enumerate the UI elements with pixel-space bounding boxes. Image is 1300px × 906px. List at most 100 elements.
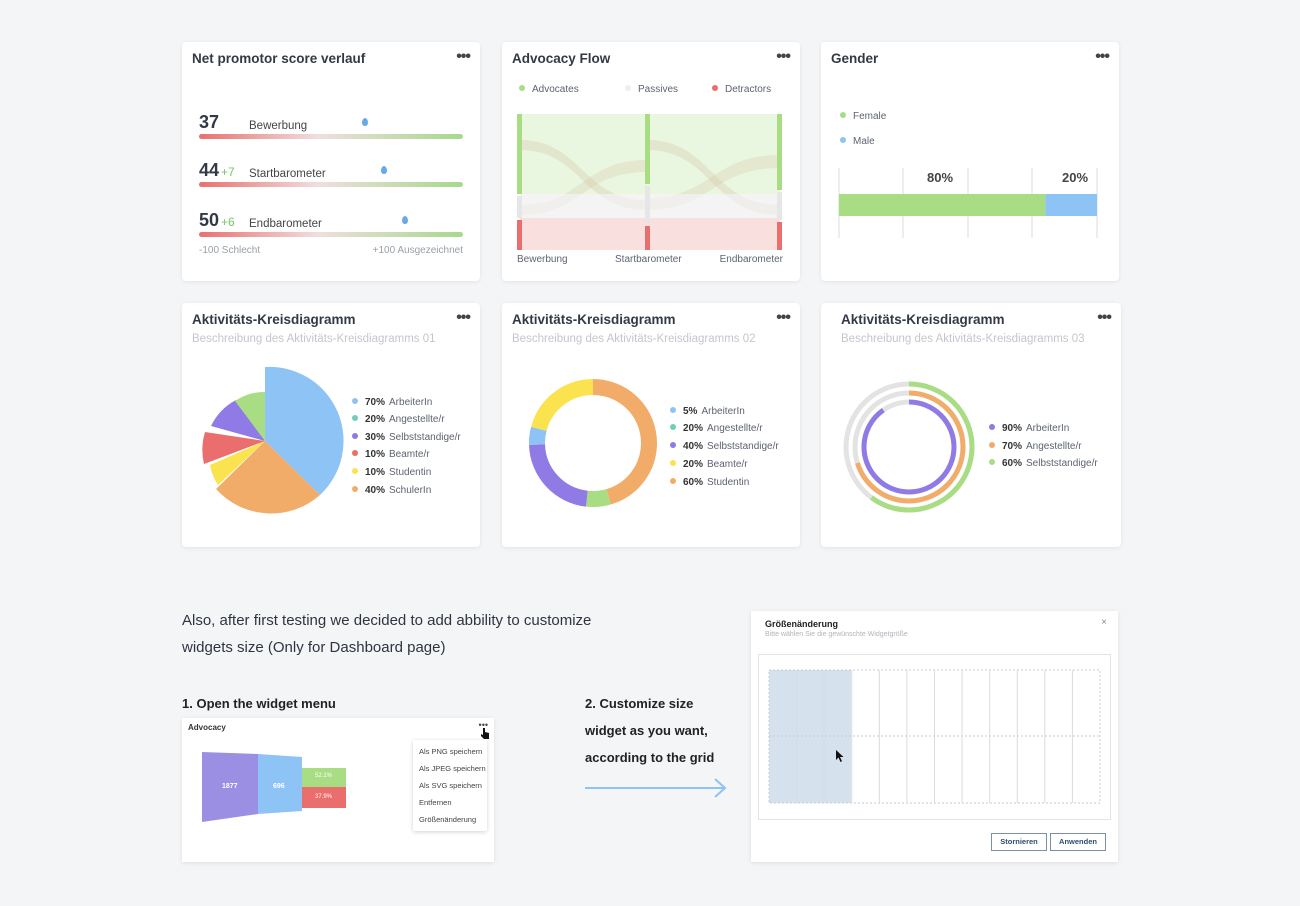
pie-widget-03: Aktivitäts-Kreisdiagramm Beschreibung de… (821, 303, 1121, 547)
cancel-button[interactable]: Stornieren (991, 833, 1047, 851)
nps-score: 44 (199, 160, 220, 180)
male-pct-label: 20% (1062, 170, 1089, 185)
pie-slice (235, 391, 265, 441)
pie2-legend-item: 60% Studentin (670, 477, 749, 488)
step-1-label: 1. Open the widget menu (182, 696, 336, 711)
pie-widget-02: Aktivitäts-Kreisdiagramm Beschreibung de… (502, 303, 800, 547)
legend-male: Male (840, 136, 875, 147)
funnel-segment (302, 787, 346, 808)
menu-item-resize[interactable]: Größenänderung (419, 815, 477, 824)
pie2-legend-item: 40% Selbststandige/r (670, 441, 779, 452)
step-2-label: 2. Customize size widget as you want, ac… (585, 696, 715, 765)
pie1-legend-item: 40% SchulerIn (352, 485, 431, 496)
ring-orange (852, 390, 966, 504)
pie3-title: Aktivitäts-Kreisdiagramm (841, 312, 1005, 327)
radial-chart-03 (843, 381, 975, 513)
funnel-segment (302, 768, 346, 787)
pie3-subtitle: Beschreibung des Aktivitäts-Kreisdiagram… (841, 333, 1085, 345)
apply-button[interactable]: Anwenden (1050, 833, 1106, 851)
menu-item-save-svg[interactable]: Als SVG speichern (419, 781, 482, 790)
nps-bar (199, 182, 463, 187)
legend-passives: Passives (625, 84, 678, 95)
funnel-segment (258, 754, 302, 814)
nps-title: Net promotor score verlauf (192, 51, 366, 66)
nps-score: 50 (199, 210, 220, 230)
mini-menu-icon[interactable]: ••• (478, 720, 488, 730)
nps-delta: +6 (221, 215, 235, 229)
dialog-title: Größenänderung (765, 619, 839, 629)
pie3-legend-item: 90% ArbeiterIn (989, 423, 1069, 434)
pie-slice (210, 441, 265, 485)
pie3-menu-icon[interactable]: ••• (1097, 309, 1112, 326)
legend-detractors: Detractors (712, 84, 771, 95)
nps-marker-icon (401, 216, 408, 224)
advocacy-menu-icon[interactable]: ••• (776, 48, 791, 65)
stage-label: Endbarometer (719, 254, 783, 265)
nps-bar (199, 134, 463, 139)
pie2-title: Aktivitäts-Kreisdiagramm (512, 312, 676, 327)
pie1-legend-item: 10% Studentin (352, 467, 431, 478)
mini-advocacy-widget: Advocacy ••• 1877 696 52.1% 37.9% Als PN… (182, 718, 494, 862)
funnel-value: 52.1% (315, 773, 333, 779)
node-bar (517, 196, 522, 218)
close-icon[interactable]: × (1101, 617, 1107, 628)
flow-cross (647, 140, 780, 215)
gender-widget: Gender ••• Female Male 80% 20% (821, 42, 1119, 281)
bar-male (1045, 194, 1097, 216)
menu-item-save-jpeg[interactable]: Als JPEG speichern (419, 764, 486, 773)
legend-dot-icon (840, 112, 846, 119)
pie1-menu-icon[interactable]: ••• (456, 309, 471, 326)
legend-dot-icon (352, 450, 358, 457)
legend-dot-icon (840, 137, 846, 144)
gender-menu-icon[interactable]: ••• (1095, 48, 1110, 65)
nps-bar (199, 232, 463, 237)
pie-slice (216, 441, 320, 514)
funnel-value: 37.9% (315, 794, 333, 800)
ring-purple (861, 399, 957, 495)
node-bar (777, 222, 782, 250)
pie2-legend-item: 20% Angestellte/r (670, 423, 763, 434)
nps-label: Startbarometer (249, 168, 326, 180)
advocacy-flow-widget: Advocacy Flow ••• Advocates Passives Det… (502, 42, 800, 281)
pie-chart-01 (202, 366, 344, 514)
dialog-subtitle: Bitte wählen Sie die gewünschte Widgetgr… (765, 631, 908, 638)
pie1-subtitle: Beschreibung des Aktivitäts-Kreisdiagram… (192, 333, 436, 345)
ring-green (843, 381, 975, 513)
female-pct-label: 80% (927, 170, 954, 185)
nps-row: 44 +7 Startbarometer (199, 160, 463, 200)
advocacy-title: Advocacy Flow (512, 51, 611, 66)
pie2-menu-icon[interactable]: ••• (776, 309, 791, 326)
size-grid-panel (758, 654, 1111, 820)
nps-menu-icon[interactable]: ••• (456, 48, 471, 65)
node-bar (645, 114, 650, 184)
legend-dot-icon (989, 442, 995, 449)
size-grid[interactable] (759, 655, 1110, 819)
legend-dot-icon (670, 407, 676, 414)
legend-dot-icon (989, 459, 995, 466)
legend-advocates: Advocates (519, 84, 579, 95)
legend-dot-icon (989, 424, 995, 431)
nps-score: 37 (199, 112, 220, 132)
legend-dot-icon (352, 468, 358, 475)
pie3-legend-item: 70% Angestellte/r (989, 441, 1082, 452)
pie2-legend-item: 20% Beamte/r (670, 459, 748, 470)
pie-slice (211, 400, 265, 441)
menu-item-save-png[interactable]: Als PNG speichern (419, 747, 483, 756)
nps-max-label: +100 Ausgezeichnet (372, 245, 463, 256)
pie-slice (265, 366, 344, 495)
nps-label: Bewerbung (249, 120, 308, 132)
pie-widget-01: Aktivitäts-Kreisdiagramm Beschreibung de… (182, 303, 480, 547)
node-bar (517, 220, 522, 250)
mini-widget-title: Advocacy (188, 723, 226, 732)
pie1-title: Aktivitäts-Kreisdiagramm (192, 312, 356, 327)
donut-ring (529, 379, 657, 507)
legend-dot-icon (352, 415, 358, 422)
mouse-cursor-icon (836, 750, 844, 762)
stage-label: Bewerbung (517, 254, 568, 265)
node-bar (645, 226, 650, 250)
gender-bar-chart (838, 168, 1098, 238)
gender-title: Gender (831, 51, 879, 66)
node-bar (517, 114, 522, 194)
nps-marker-icon (380, 166, 387, 174)
menu-item-remove[interactable]: Entfernen (419, 798, 452, 807)
